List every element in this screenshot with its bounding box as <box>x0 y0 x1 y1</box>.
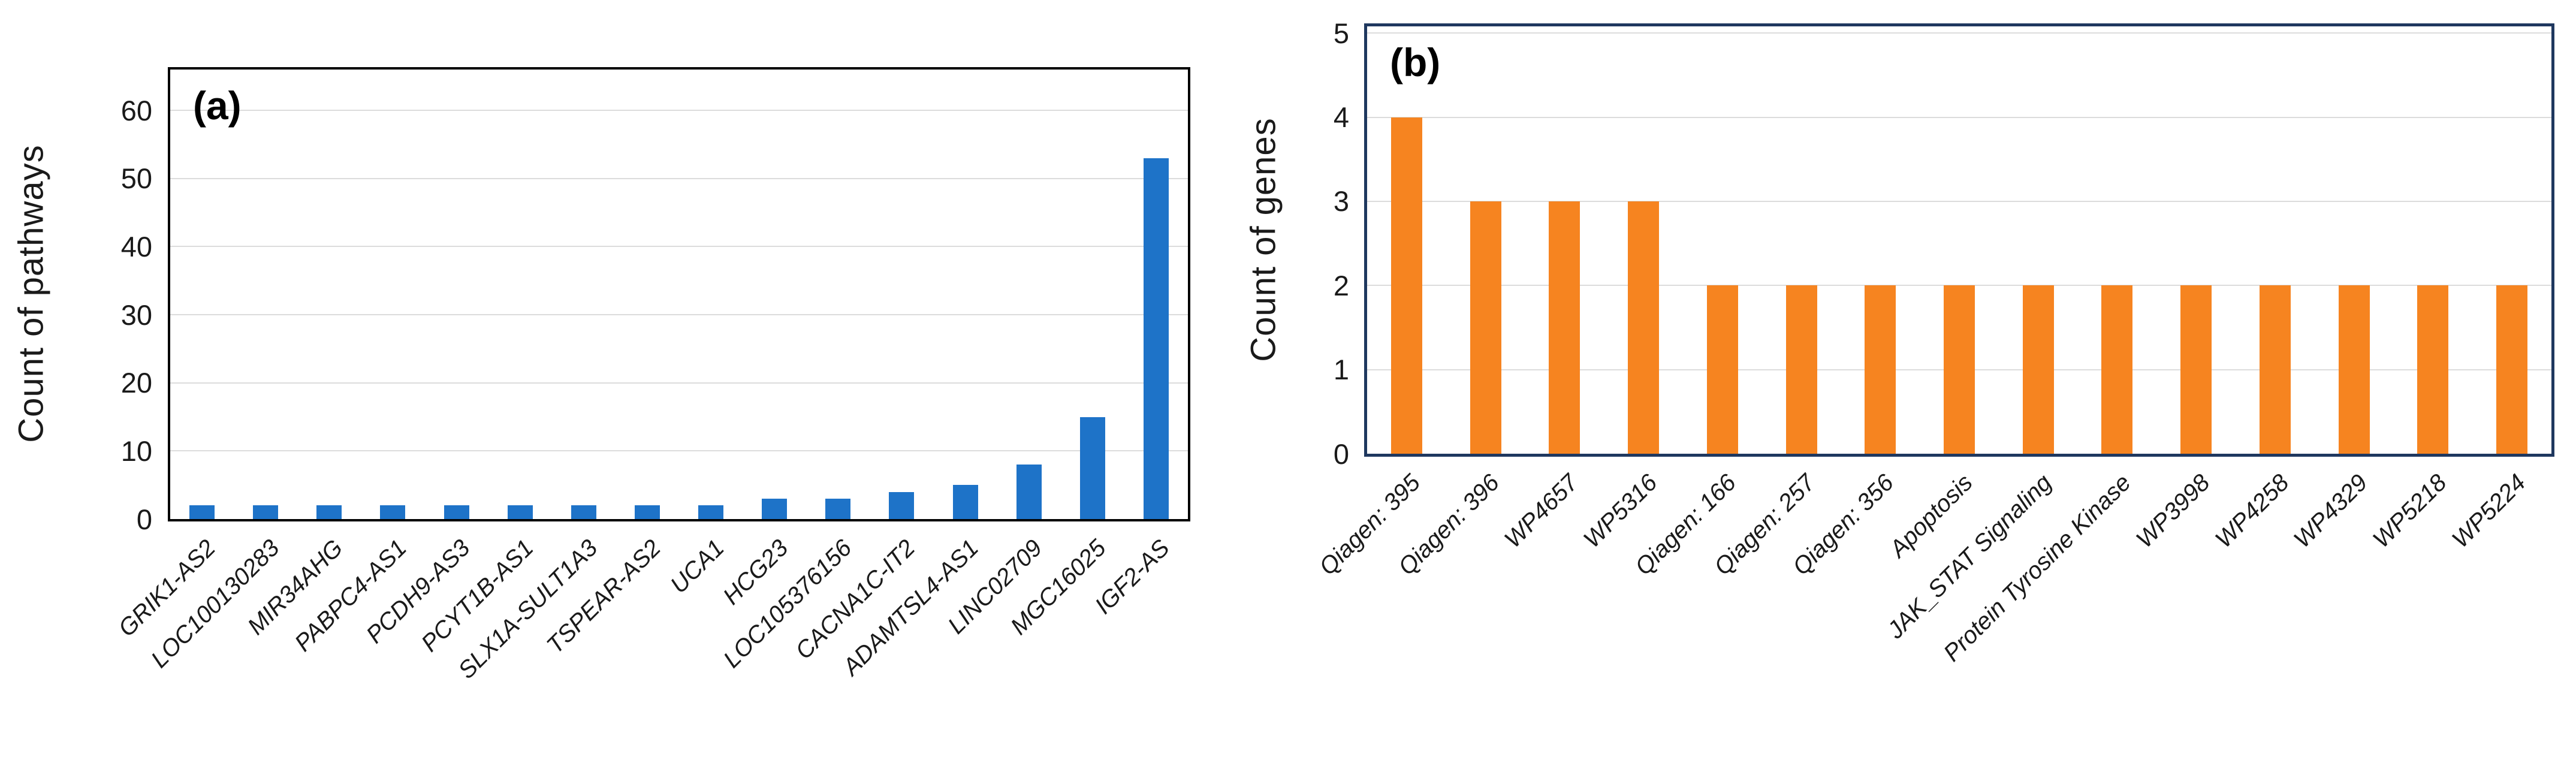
bar <box>2338 285 2370 454</box>
bar <box>2417 285 2449 454</box>
y-tick-label: 20 <box>120 367 152 399</box>
bar <box>571 505 596 519</box>
bar <box>2496 285 2528 454</box>
bar <box>1143 158 1169 519</box>
y-axis-title-genes: Count of genes <box>1244 117 1283 362</box>
x-tick-label: WP4258 <box>2210 469 2294 553</box>
gridline <box>1367 200 2551 202</box>
plot-area-b: (b) 0 1 2 3 4 5 Qiagen: 395 Qiagen: 396 WP4657 WP… <box>1314 19 2554 667</box>
bar <box>825 498 851 519</box>
bar <box>253 505 279 519</box>
plot-area-a: (a) 0 10 20 30 40 50 60 GRIK1-AS2 LOC100130283 MI… <box>113 67 1190 684</box>
y-tick-label: 0 <box>136 503 152 535</box>
bar <box>889 491 915 519</box>
bar <box>1865 285 1896 454</box>
y-tick-label: 60 <box>120 94 152 126</box>
bar <box>444 505 469 519</box>
bar <box>2101 285 2133 454</box>
gridline <box>170 382 1188 384</box>
gridline <box>170 246 1188 248</box>
y-tick-label: 10 <box>120 435 152 467</box>
bar <box>2259 285 2291 454</box>
bar <box>634 505 660 519</box>
panel-tag-a: (a) <box>193 83 242 128</box>
panel-tag-b: (b) <box>1390 40 1441 85</box>
bar <box>316 505 342 519</box>
bar <box>189 505 215 519</box>
bar <box>1944 285 1975 454</box>
x-tick-label: WP4329 <box>2289 469 2373 553</box>
gridline <box>170 314 1188 316</box>
bar <box>2022 285 2054 454</box>
bar <box>762 498 788 519</box>
bar <box>380 505 406 519</box>
y-tick-label: 30 <box>120 298 152 331</box>
y-tick-label: 50 <box>120 162 152 195</box>
bar <box>698 505 724 519</box>
bar <box>1706 285 1738 454</box>
x-tick-label: WP5224 <box>2447 469 2531 553</box>
gridline <box>1367 116 2551 118</box>
bar <box>1470 201 1501 454</box>
y-tick-label: 1 <box>1333 354 1349 386</box>
bar <box>1016 465 1042 519</box>
y-tick-label: 2 <box>1333 269 1349 301</box>
bar <box>2180 285 2212 454</box>
gridline <box>170 450 1188 452</box>
x-tick-label: WP4657 <box>1499 469 1583 553</box>
y-tick-label: 4 <box>1333 101 1349 134</box>
panel-b: Count of genes (b) 0 1 2 3 4 5 Qiagen: 395 Qiag… <box>1235 0 2576 763</box>
x-tick-label: PCYT1B-AS1 <box>416 535 539 658</box>
y-tick-label: 5 <box>1333 17 1349 49</box>
y-tick-label: 40 <box>120 230 152 263</box>
y-tick-label: 3 <box>1333 185 1349 218</box>
bar <box>507 505 533 519</box>
x-tick-label: WP5218 <box>2367 469 2452 553</box>
bar <box>1628 201 1660 454</box>
panel-a: Count of pathways (a) 0 10 20 30 40 50 60 GRIK1… <box>0 0 1235 763</box>
gridline <box>170 177 1188 179</box>
x-tick-label: TSPEAR-AS2 <box>541 535 666 659</box>
x-tick-label: WP3998 <box>2131 469 2215 553</box>
y-tick-label: 0 <box>1333 438 1349 470</box>
gridline <box>170 110 1188 111</box>
bar <box>1079 417 1105 519</box>
bar <box>1785 285 1817 454</box>
bar <box>1390 117 1422 454</box>
bar <box>1549 201 1580 454</box>
bar <box>952 485 978 519</box>
x-tick-label: PABPC4-AS1 <box>289 535 412 657</box>
gridline <box>1367 32 2551 34</box>
